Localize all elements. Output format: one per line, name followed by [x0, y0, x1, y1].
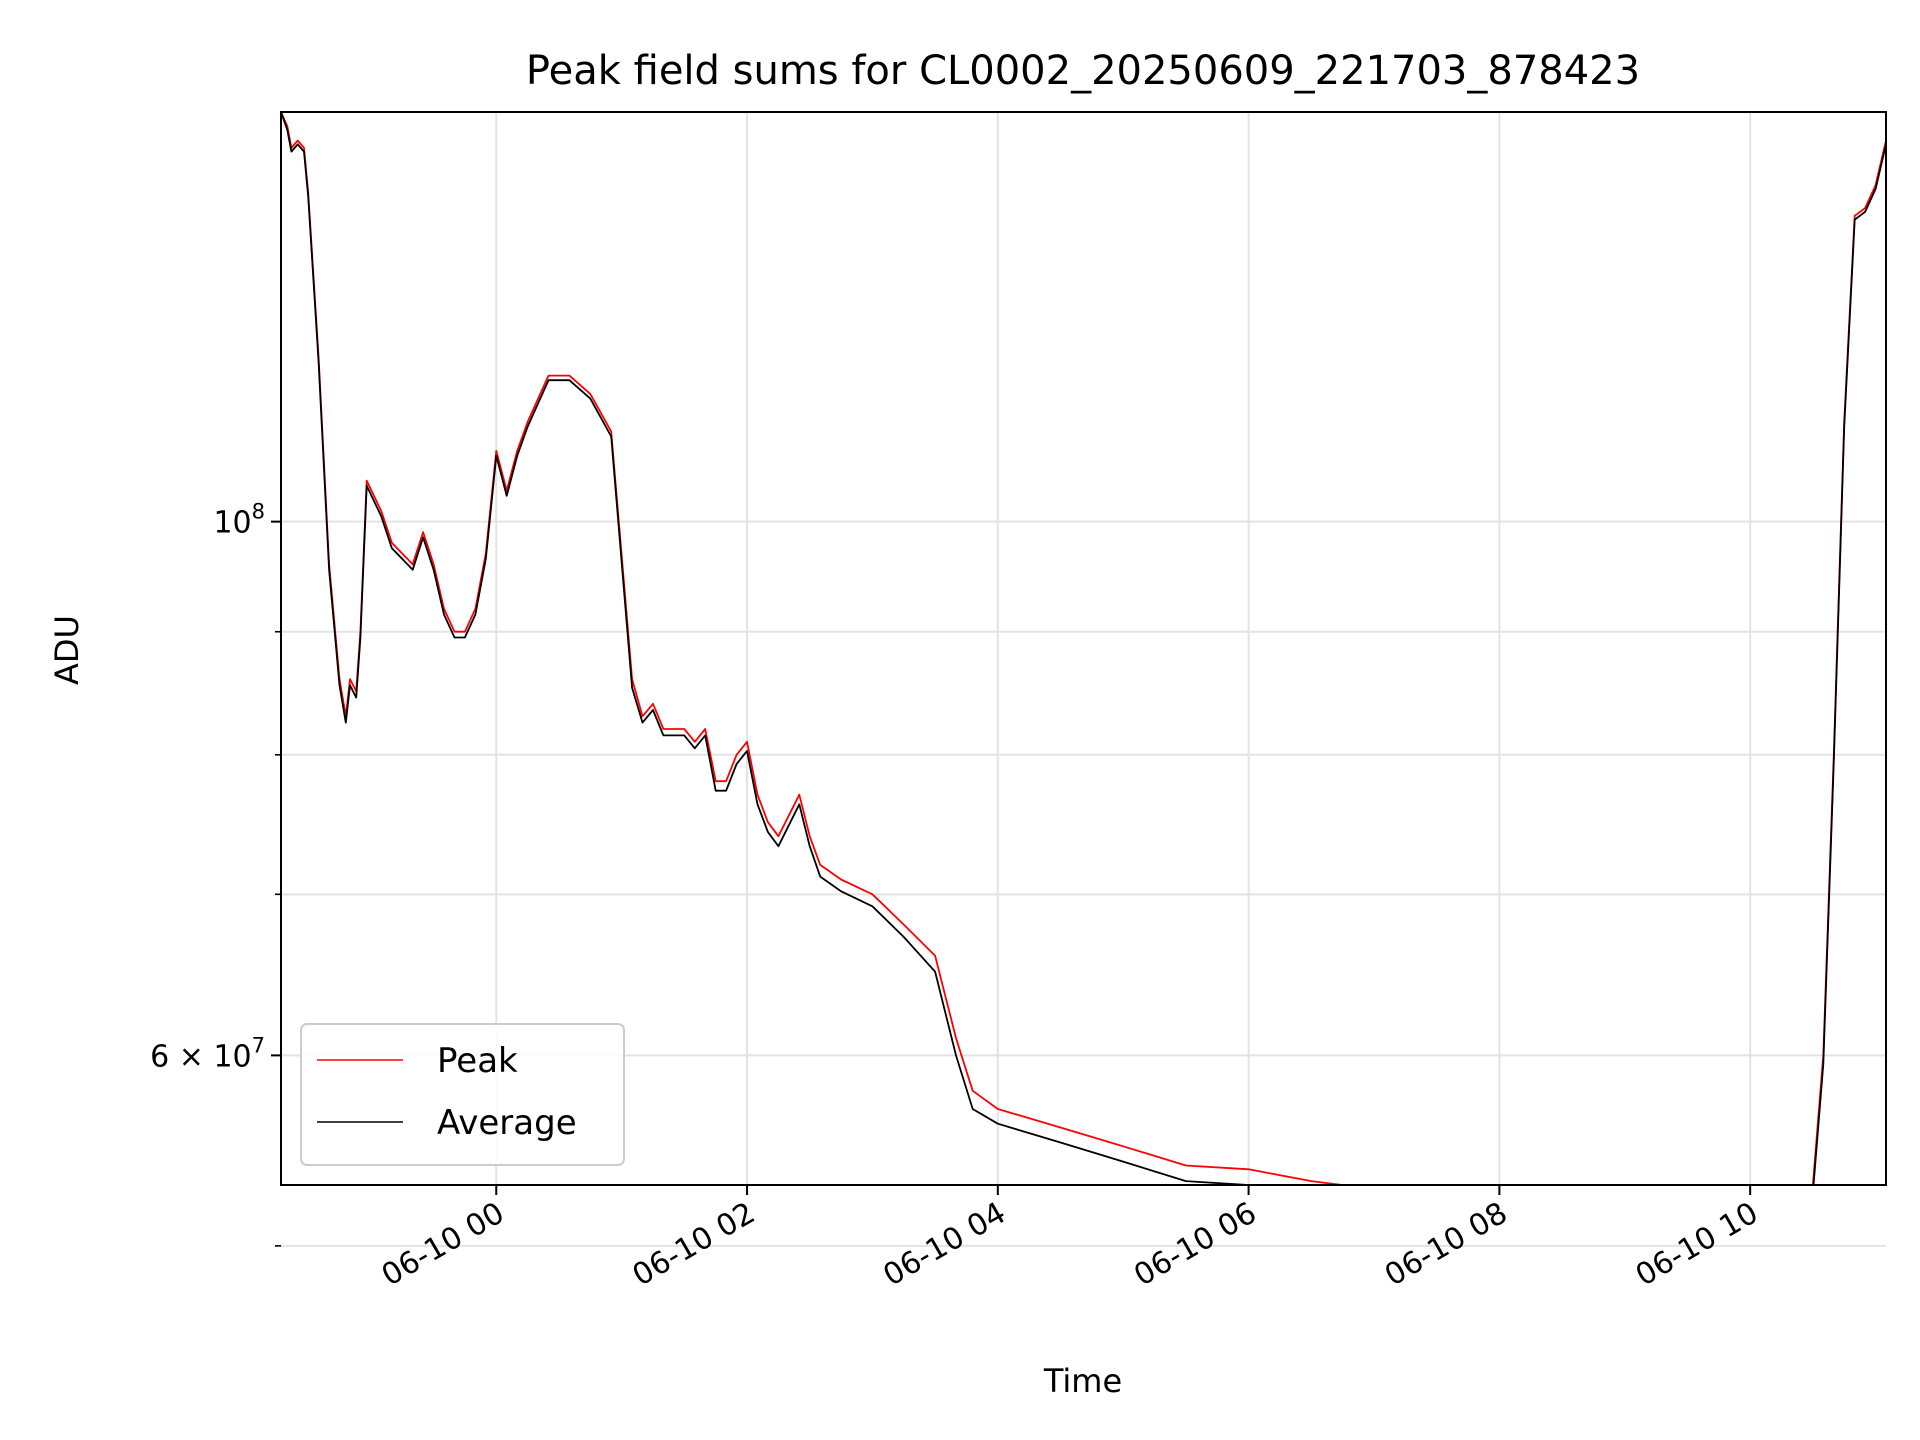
x-tick-label: 06-10 08 [1379, 1196, 1513, 1294]
series-lines [281, 112, 1886, 1185]
x-tick-label: 06-10 06 [1128, 1196, 1262, 1294]
y-tick-label: 6 × 107 [150, 1033, 265, 1074]
y-axis-label: ADU [48, 615, 86, 685]
y-tick-base: 10 [213, 506, 251, 541]
y-tick-label: 108 [213, 500, 265, 541]
legend-label-peak: Peak [437, 1041, 518, 1081]
chart-title: Peak field sums for CL0002_20250609_2217… [526, 48, 1640, 94]
axis-ticks: 06-10 00 06-10 02 06-10 04 06-10 06 06-10 08… [150, 500, 1764, 1294]
x-axis-label: Time [1043, 1362, 1122, 1400]
x-tick-label: 06-10 10 [1630, 1196, 1764, 1294]
y-tick-mantissa: 6 [150, 1039, 169, 1074]
legend: Peak Average [300, 1023, 625, 1166]
y-tick-exponent: 7 [252, 1033, 265, 1057]
y-tick-exponent: 8 [252, 500, 265, 524]
series-line-peak [281, 112, 1886, 1185]
x-tick-label: 06-10 04 [877, 1196, 1011, 1294]
x-tick-label: 06-10 00 [376, 1196, 510, 1294]
series-line-average [281, 112, 1886, 1185]
y-tick-times: × [169, 1039, 213, 1074]
plot-frame [280, 111, 1887, 1186]
y-tick-base: 10 [213, 1039, 251, 1074]
x-tick-label: 06-10 02 [627, 1196, 761, 1294]
legend-label-average: Average [437, 1103, 577, 1143]
